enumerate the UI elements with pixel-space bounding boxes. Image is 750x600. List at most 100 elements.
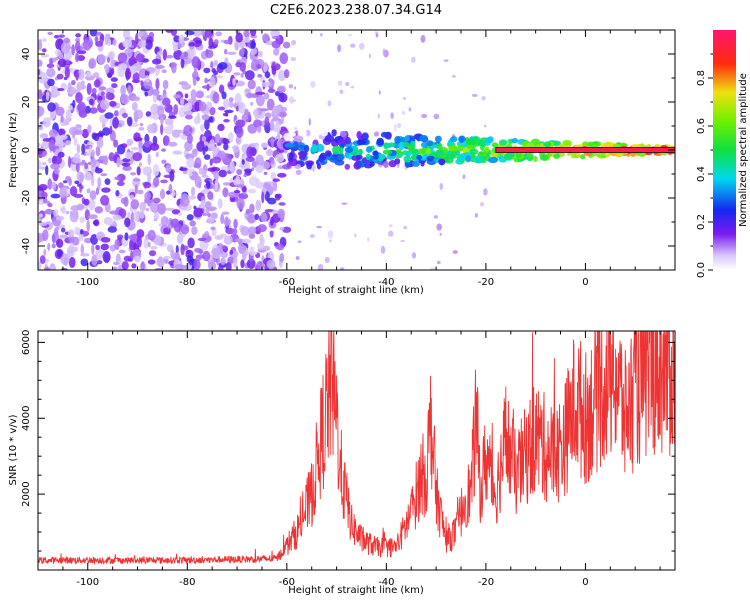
heatmap-carrier-blob — [288, 152, 294, 161]
heatmap-noise-blob — [89, 107, 98, 114]
heatmap-noise-blob — [139, 201, 147, 212]
heatmap-noise-blob — [102, 251, 111, 263]
heatmap-noise-blob — [259, 233, 264, 244]
heatmap-noise-blob — [135, 32, 139, 45]
heatmap-noise-blob — [51, 243, 56, 249]
heatmap-noise-blob — [152, 197, 161, 204]
heatmap-noise-blob — [255, 164, 264, 173]
y-tick-label: 2000 — [21, 481, 32, 506]
x-tick-label: 0 — [582, 277, 588, 288]
heatmap-noise-blob — [244, 168, 253, 173]
heatmap-axes: -100 -80 -60 -40 -20 0 -40 -20 0 20 40 — [21, 29, 675, 288]
heatmap-noise-blob — [67, 156, 72, 168]
heatmap-carrier-blob — [465, 155, 472, 163]
x-tick-label: -80 — [179, 277, 195, 288]
heatmap-noise-blob — [349, 43, 356, 48]
heatmap-noise-blob — [134, 255, 141, 263]
x-tick-label: -40 — [378, 577, 394, 588]
heatmap-carrier-blob — [283, 132, 293, 141]
heatmap-noise-blob — [223, 39, 232, 45]
heatmap-carrier-blob — [365, 153, 371, 161]
heatmap-noise-blob — [223, 98, 230, 109]
heatmap-noise-blob — [73, 129, 84, 136]
heatmap-carrier-blob — [605, 152, 610, 158]
heatmap-noise-blob — [46, 67, 56, 78]
heatmap-noise-blob — [104, 178, 111, 186]
heatmap-noise-blob — [283, 69, 290, 79]
heatmap-noise-blob — [38, 71, 48, 84]
heatmap-carrier-core — [495, 147, 675, 153]
heatmap-noise-blob — [148, 250, 157, 257]
heatmap-noise-blob — [149, 142, 160, 151]
heatmap-noise-blob — [219, 84, 225, 94]
heatmap-noise-blob — [133, 178, 141, 182]
heatmap-carrier-blob — [365, 146, 373, 153]
heatmap-noise-blob — [388, 224, 393, 228]
heatmap-carrier-blob — [339, 130, 347, 137]
heatmap-noise-blob — [75, 52, 80, 63]
heatmap-noise-blob — [288, 84, 294, 89]
heatmap-noise-blob — [245, 247, 249, 256]
heatmap-noise-blob — [145, 75, 150, 83]
heatmap-noise-blob — [196, 112, 201, 124]
heatmap-noise-blob — [222, 137, 227, 144]
heatmap-noise-blob — [161, 69, 167, 74]
heatmap-noise-blob — [138, 126, 145, 131]
y-tick-label: -40 — [21, 238, 32, 254]
heatmap-noise-blob — [118, 249, 126, 254]
heatmap-noise-blob — [86, 71, 92, 78]
heatmap-noise-blob — [236, 197, 245, 210]
heatmap-noise-blob — [234, 238, 243, 243]
heatmap-noise-blob — [150, 245, 158, 250]
heatmap-noise-blob — [234, 93, 242, 105]
heatmap-noise-blob — [49, 263, 56, 270]
heatmap-noise-blob — [83, 198, 90, 206]
heatmap-noise-blob — [393, 124, 397, 132]
heatmap-carrier-blob — [358, 148, 363, 156]
heatmap-noise-blob — [96, 31, 102, 36]
heatmap-carrier-blob — [337, 138, 348, 147]
heatmap-carrier-blob — [582, 141, 590, 147]
heatmap-noise-blob — [439, 182, 443, 191]
heatmap-noise-blob — [79, 172, 84, 184]
heatmap-noise-blob — [212, 91, 220, 104]
heatmap-noise-blob — [310, 80, 316, 88]
colorbar-tick-label: 0.4 — [696, 166, 707, 182]
heatmap-noise-blob — [138, 138, 143, 150]
heatmap-noise-blob — [354, 233, 357, 238]
heatmap-noise-blob — [180, 57, 185, 69]
heatmap-carrier-blob — [485, 136, 494, 144]
heatmap-carrier-blob — [470, 151, 476, 159]
heatmap-noise-blob — [266, 259, 276, 269]
heatmap-noise-blob — [228, 101, 234, 108]
heatmap-noise-blob — [123, 255, 132, 262]
heatmap-noise-blob — [263, 171, 268, 175]
heatmap-noise-blob — [218, 169, 228, 178]
heatmap-noise-blob — [43, 197, 48, 204]
heatmap-noise-blob — [305, 129, 311, 137]
heatmap-carrier-blob — [320, 160, 326, 166]
heatmap-noise-blob — [81, 80, 85, 85]
heatmap-noise-blob — [47, 178, 53, 190]
heatmap-noise-blob — [201, 30, 205, 37]
heatmap-noise-blob — [71, 79, 76, 86]
heatmap-noise-blob — [218, 242, 224, 252]
heatmap-noise-blob — [257, 50, 263, 58]
heatmap-noise-blob — [38, 183, 48, 191]
heatmap-noise-blob — [160, 115, 164, 125]
heatmap-noise-blob — [222, 187, 229, 198]
heatmap-noise-blob — [91, 244, 95, 255]
heatmap-carrier-blob — [511, 137, 519, 144]
heatmap-noise-blob — [401, 110, 406, 115]
heatmap-carrier-blob — [337, 153, 345, 161]
heatmap-noise-blob — [211, 146, 220, 153]
heatmap-noise-blob — [236, 168, 243, 175]
heatmap-carrier-blob — [293, 141, 299, 150]
heatmap-noise-blob — [51, 181, 57, 191]
heatmap-noise-blob — [75, 70, 79, 81]
heatmap-noise-blob — [77, 50, 87, 55]
heatmap-noise-blob — [121, 261, 129, 270]
heatmap-noise-blob — [255, 91, 266, 96]
heatmap-noise-blob — [160, 123, 164, 136]
heatmap-noise-blob — [227, 191, 237, 198]
